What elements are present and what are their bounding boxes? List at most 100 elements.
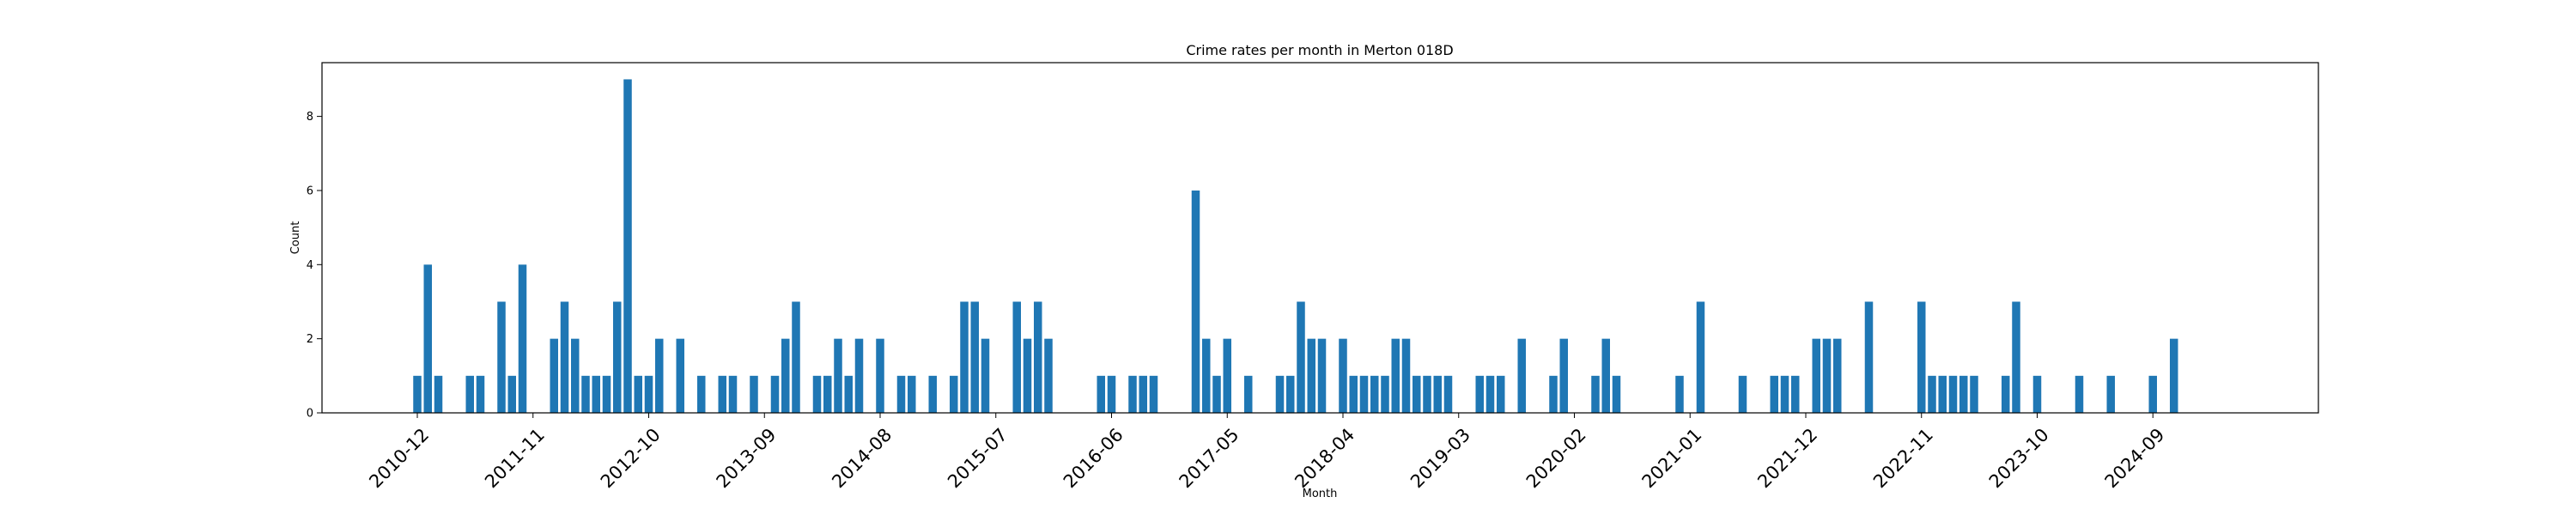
bar-2018-12: [1423, 375, 1431, 413]
bar-2013-06: [728, 375, 738, 413]
bar-2017-02: [1191, 190, 1200, 413]
bar-2011-08: [497, 301, 506, 413]
bar-2019-12: [1549, 375, 1558, 413]
bar-2022-12: [1928, 375, 1936, 413]
bar-2015-04: [960, 301, 969, 413]
bar-2015-10: [1023, 338, 1032, 413]
bar-2024-11: [2170, 338, 2178, 413]
bar-2014-08: [876, 338, 884, 413]
bar-2016-06: [1107, 375, 1116, 413]
bar-2014-06: [854, 338, 864, 413]
bars-group: [413, 79, 2178, 414]
bar-2023-07: [2002, 375, 2010, 413]
bar-2020-04: [1591, 375, 1600, 413]
bar-2014-11: [908, 375, 916, 413]
bar-2016-08: [1128, 375, 1137, 413]
bar-2018-04: [1339, 338, 1347, 413]
bar-2012-07: [613, 301, 622, 413]
bar-2012-11: [655, 338, 664, 413]
y-tick-label-6: 6: [307, 185, 313, 197]
bar-2014-04: [834, 338, 842, 413]
bar-2019-05: [1475, 375, 1484, 413]
bar-2017-05: [1223, 338, 1231, 413]
plot-frame: [321, 62, 2319, 414]
bar-2018-11: [1413, 375, 1421, 413]
bar-2014-03: [823, 375, 832, 413]
bar-2023-02: [1948, 375, 1958, 413]
bar-2018-08: [1381, 375, 1389, 413]
bar-2017-12: [1297, 301, 1305, 413]
bar-2012-06: [602, 375, 611, 413]
bar-2020-01: [1559, 338, 1568, 413]
bar-2022-03: [1833, 338, 1842, 413]
bar-2019-02: [1443, 375, 1453, 413]
bar-2016-09: [1139, 375, 1147, 413]
bar-2010-12: [413, 375, 422, 413]
bar-2017-07: [1244, 375, 1253, 413]
bar-2023-08: [2012, 301, 2020, 413]
bar-2019-09: [1517, 338, 1526, 413]
bar-2011-10: [518, 264, 527, 413]
bar-2013-03: [697, 375, 706, 413]
bar-2013-12: [792, 301, 800, 413]
bar-2013-11: [781, 338, 790, 413]
bar-2024-05: [2106, 375, 2115, 413]
bar-2017-11: [1286, 375, 1295, 413]
bar-2020-05: [1601, 338, 1610, 413]
bar-2022-11: [1917, 301, 1926, 413]
bar-2016-10: [1149, 375, 1158, 413]
y-tick-label-4: 4: [307, 259, 313, 272]
bar-2015-09: [1012, 301, 1021, 413]
bar-2024-02: [2075, 375, 2084, 413]
bar-2018-07: [1370, 375, 1379, 413]
bar-2012-05: [592, 375, 600, 413]
chart-title: Crime rates per month in Merton 018D: [1186, 42, 1453, 58]
bar-2018-09: [1391, 338, 1400, 413]
bar-2021-10: [1780, 375, 1789, 413]
bar-2019-07: [1497, 375, 1505, 413]
bar-2014-10: [896, 375, 906, 413]
bar-2013-01: [676, 338, 684, 413]
bar-2018-10: [1401, 338, 1411, 413]
bar-2015-06: [981, 338, 990, 413]
bar-2011-05: [465, 375, 474, 413]
bar-2017-03: [1202, 338, 1211, 413]
bar-2018-05: [1349, 375, 1358, 413]
y-tick-label-2: 2: [307, 333, 313, 346]
bar-2022-02: [1822, 338, 1832, 413]
bar-2011-09: [507, 375, 516, 413]
bar-2020-12: [1675, 375, 1684, 413]
bar-2013-05: [718, 375, 726, 413]
bar-2012-08: [623, 79, 632, 414]
bar-2024-09: [2148, 375, 2157, 413]
bar-2022-01: [1812, 338, 1820, 413]
bar-2014-05: [844, 375, 853, 413]
bar-2021-02: [1696, 301, 1705, 413]
bar-2018-06: [1359, 375, 1369, 413]
bar-2019-01: [1433, 375, 1442, 413]
bar-2023-03: [1959, 375, 1968, 413]
bar-2015-11: [1034, 301, 1042, 413]
bar-2017-10: [1275, 375, 1285, 413]
bar-2020-06: [1612, 375, 1621, 413]
y-tick-label-0: 0: [307, 408, 313, 421]
bar-2021-06: [1738, 375, 1747, 413]
bar-2012-09: [634, 375, 642, 413]
bar-2012-01: [550, 338, 558, 413]
x-axis-label: Month: [1303, 488, 1338, 500]
bar-2011-06: [476, 375, 485, 413]
bar-2015-05: [970, 301, 979, 413]
bar-2018-01: [1307, 338, 1315, 413]
bar-2023-10: [2032, 375, 2042, 413]
bar-2016-05: [1097, 375, 1105, 413]
y-tick-label-8: 8: [307, 111, 313, 124]
bar-2021-11: [1791, 375, 1800, 413]
bar-2012-04: [581, 375, 590, 413]
bar-2012-10: [644, 375, 653, 413]
bar-2019-06: [1485, 375, 1495, 413]
bar-2012-03: [571, 338, 580, 413]
bar-2021-09: [1770, 375, 1778, 413]
bar-2015-03: [950, 375, 958, 413]
bar-2013-10: [770, 375, 780, 413]
